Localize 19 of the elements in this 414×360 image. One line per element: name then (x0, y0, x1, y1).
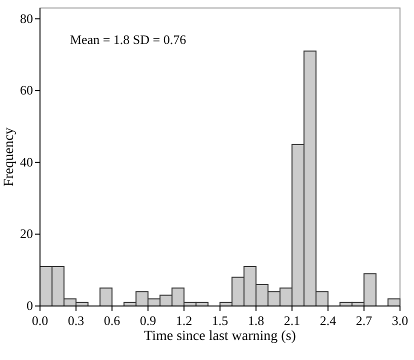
x-tick-label: 0.9 (140, 313, 156, 328)
y-tick-label: 60 (20, 82, 33, 98)
y-tick-label: 40 (20, 154, 33, 170)
annotation: Mean = 1.8 SD = 0.76 (70, 32, 187, 47)
y-tick-label: 20 (20, 226, 33, 242)
x-tick-label: 1.5 (212, 313, 228, 328)
x-tick-label: 0.3 (68, 313, 84, 328)
y-tick-label: 0 (26, 298, 33, 313)
x-tick-label: 2.7 (356, 313, 373, 328)
y-axis-title: Frequency (2, 127, 17, 187)
x-tick-label: 2.1 (284, 313, 300, 328)
x-tick-label: 2.4 (320, 313, 337, 328)
x-tick-label: 0.0 (32, 313, 48, 328)
y-tick-label: 80 (20, 10, 33, 26)
x-tick-label: 3.0 (392, 313, 408, 328)
x-axis-title: Time since last warning (s) (144, 329, 296, 344)
x-tick-label: 0.6 (104, 313, 121, 328)
x-tick-label: 1.2 (176, 313, 192, 328)
x-tick-label: 1.8 (248, 313, 264, 328)
